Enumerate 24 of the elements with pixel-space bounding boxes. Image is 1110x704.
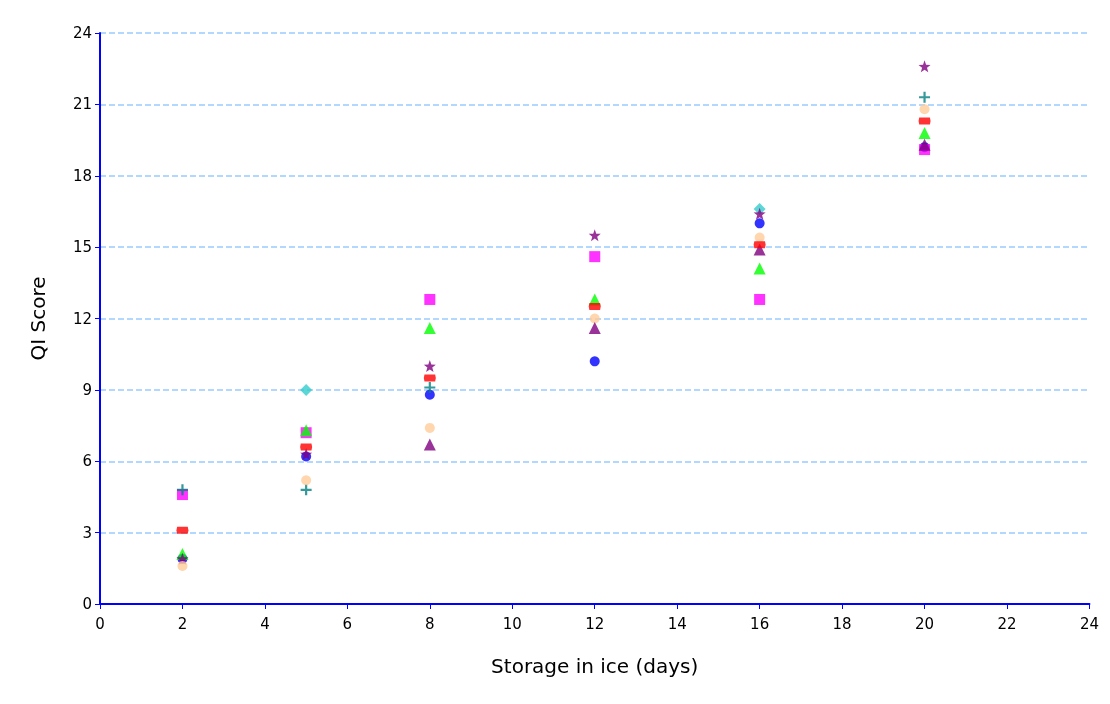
- x-tick-label: 12: [585, 614, 605, 633]
- x-tick-label: 6: [342, 614, 353, 633]
- x-tick-label: 10: [502, 614, 522, 633]
- y-tick-label: 18: [72, 166, 92, 185]
- x-tick-label: 18: [832, 614, 852, 633]
- x-axis-title: Storage in ice (days): [491, 654, 699, 678]
- y-tick-label: 12: [72, 309, 92, 328]
- x-tick-label: 24: [1079, 614, 1099, 633]
- x-tick-label: 4: [260, 614, 270, 633]
- x-tick-label: 16: [750, 614, 770, 633]
- y-tick-label: 0: [82, 595, 92, 613]
- y-tick-label: 15: [72, 238, 92, 257]
- x-tick-label: 14: [667, 614, 687, 633]
- x-tick-label: 8: [425, 614, 435, 633]
- x-tick-label: 22: [997, 614, 1017, 633]
- y-tick-label: 9: [82, 380, 92, 399]
- y-axis-title: QI Score: [26, 276, 50, 361]
- y-tick-label: 6: [82, 452, 92, 471]
- y-tick-label: 21: [72, 95, 92, 114]
- x-tick-label: 0: [95, 614, 105, 633]
- x-tick-label: 2: [177, 614, 188, 633]
- x-tick-label: 20: [915, 614, 935, 633]
- y-tick-label: 3: [82, 523, 92, 542]
- y-tick-label: 24: [72, 24, 92, 42]
